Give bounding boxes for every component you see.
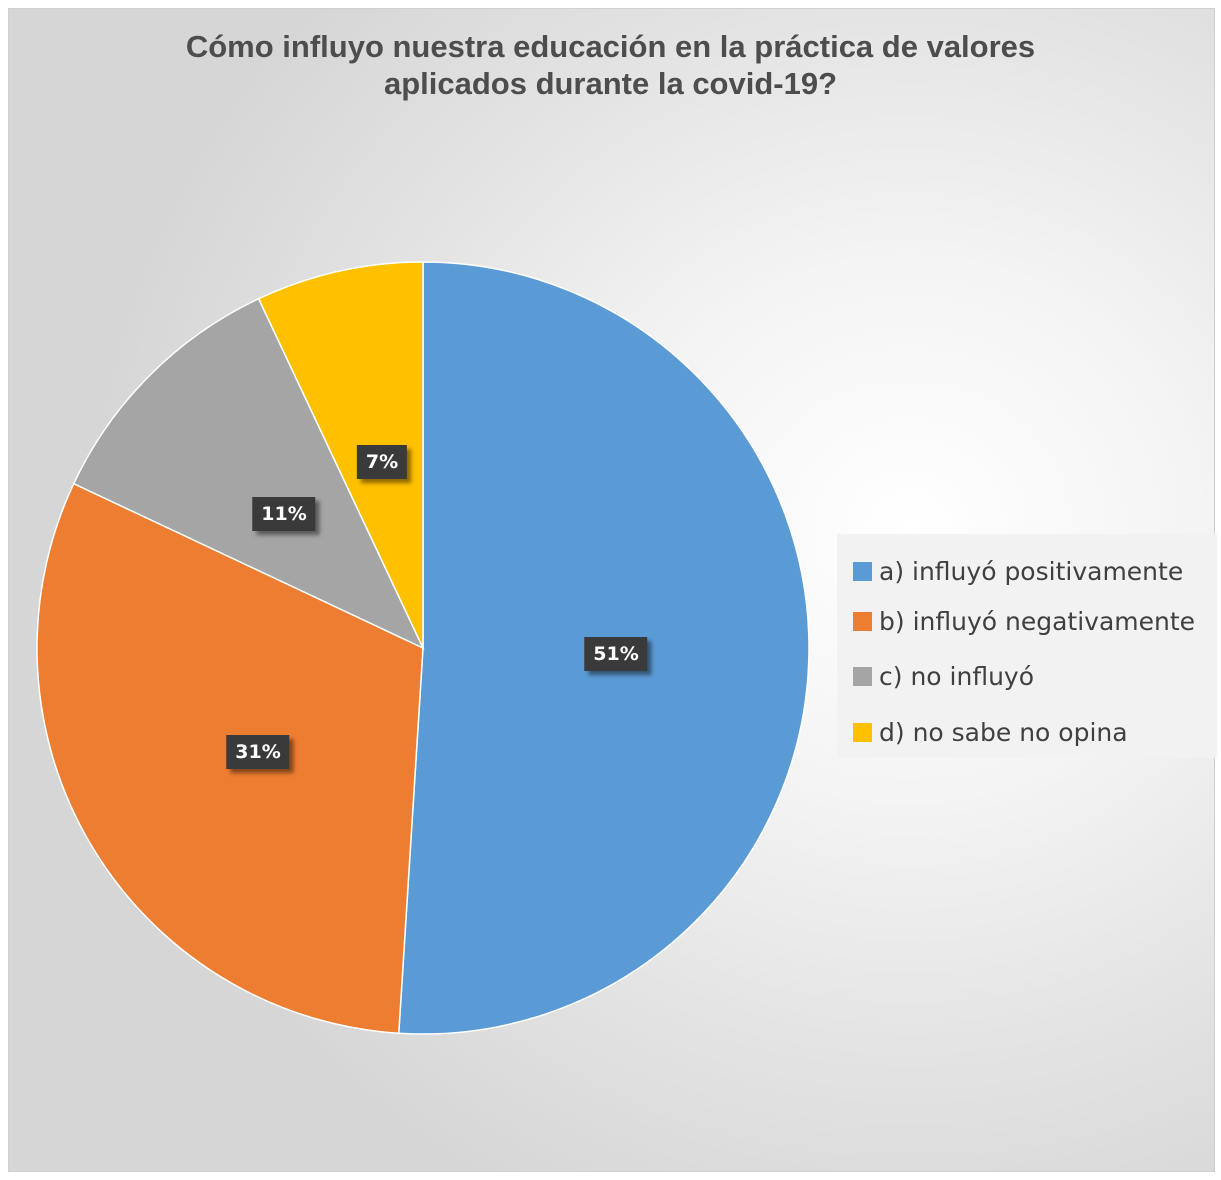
pie-slice-c xyxy=(72,297,425,650)
legend: a) influyó positivamente b) influyó nega… xyxy=(837,534,1217,758)
legend-swatch-c xyxy=(853,666,872,686)
legend-swatch-b xyxy=(853,611,872,631)
data-label-d: 7% xyxy=(356,445,408,479)
legend-swatch-a xyxy=(853,561,872,581)
chart-title-line-2: aplicados durante la covid-19? xyxy=(383,66,838,101)
legend-label-a: a) influyó positivamente xyxy=(879,556,1184,586)
legend-label-d: d) no sabe no opina xyxy=(879,717,1128,747)
chart-title-line-1: Cómo influyo nuestra educación en la prá… xyxy=(185,29,1036,64)
legend-swatch-d xyxy=(853,722,872,742)
data-label-c: 11% xyxy=(252,497,316,531)
pie-slice-d xyxy=(257,261,424,649)
legend-label-c: c) no influyó xyxy=(879,661,1035,691)
legend-item-c: c) no influyó xyxy=(853,647,1034,705)
legend-item-b: b) influyó negativamente xyxy=(853,592,1195,650)
legend-item-a: a) influyó positivamente xyxy=(853,542,1183,600)
data-label-a: 51% xyxy=(584,637,648,671)
chart-title: Cómo influyo nuestra educación en la prá… xyxy=(0,28,1221,102)
legend-label-b: b) influyó negativamente xyxy=(879,606,1196,636)
legend-item-d: d) no sabe no opina xyxy=(853,703,1128,761)
data-label-b: 31% xyxy=(226,735,290,769)
